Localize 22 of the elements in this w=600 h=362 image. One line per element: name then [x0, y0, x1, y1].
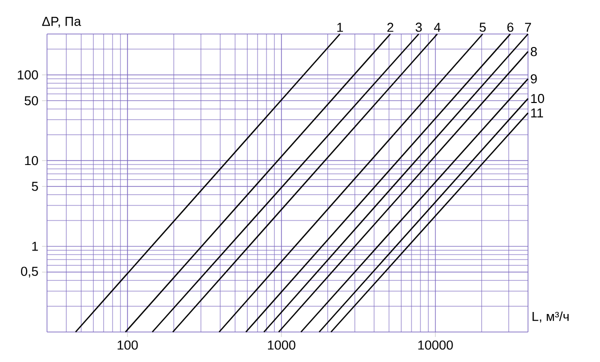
- y-tick-label: 0,5: [21, 266, 38, 278]
- series-label: 11: [531, 108, 544, 118]
- y-tick-label: 50: [24, 96, 38, 106]
- series-label: 9: [530, 74, 537, 84]
- x-tick-label: 100: [118, 340, 138, 350]
- series-label: 3: [416, 22, 422, 32]
- series-label: 8: [530, 47, 537, 56]
- series-label: 6: [507, 22, 514, 32]
- y-tick-label: 100: [18, 70, 38, 80]
- series-label: 10: [531, 94, 544, 104]
- series-label: 5: [480, 22, 486, 32]
- y-tick-label: 10: [25, 156, 38, 166]
- x-axis-title: L, м³/ч: [532, 311, 569, 323]
- y-tick-label: 1: [32, 242, 38, 251]
- series-label: 4: [434, 22, 441, 32]
- series-label: 7: [525, 22, 531, 32]
- y-tick-label: 5: [32, 182, 38, 191]
- x-tick-label: 1000: [268, 340, 296, 350]
- series-label: 2: [387, 22, 394, 32]
- y-axis-title: ΔP, Па: [42, 16, 82, 28]
- series-label: 1: [337, 22, 343, 32]
- x-tick-label: 10000: [418, 340, 453, 350]
